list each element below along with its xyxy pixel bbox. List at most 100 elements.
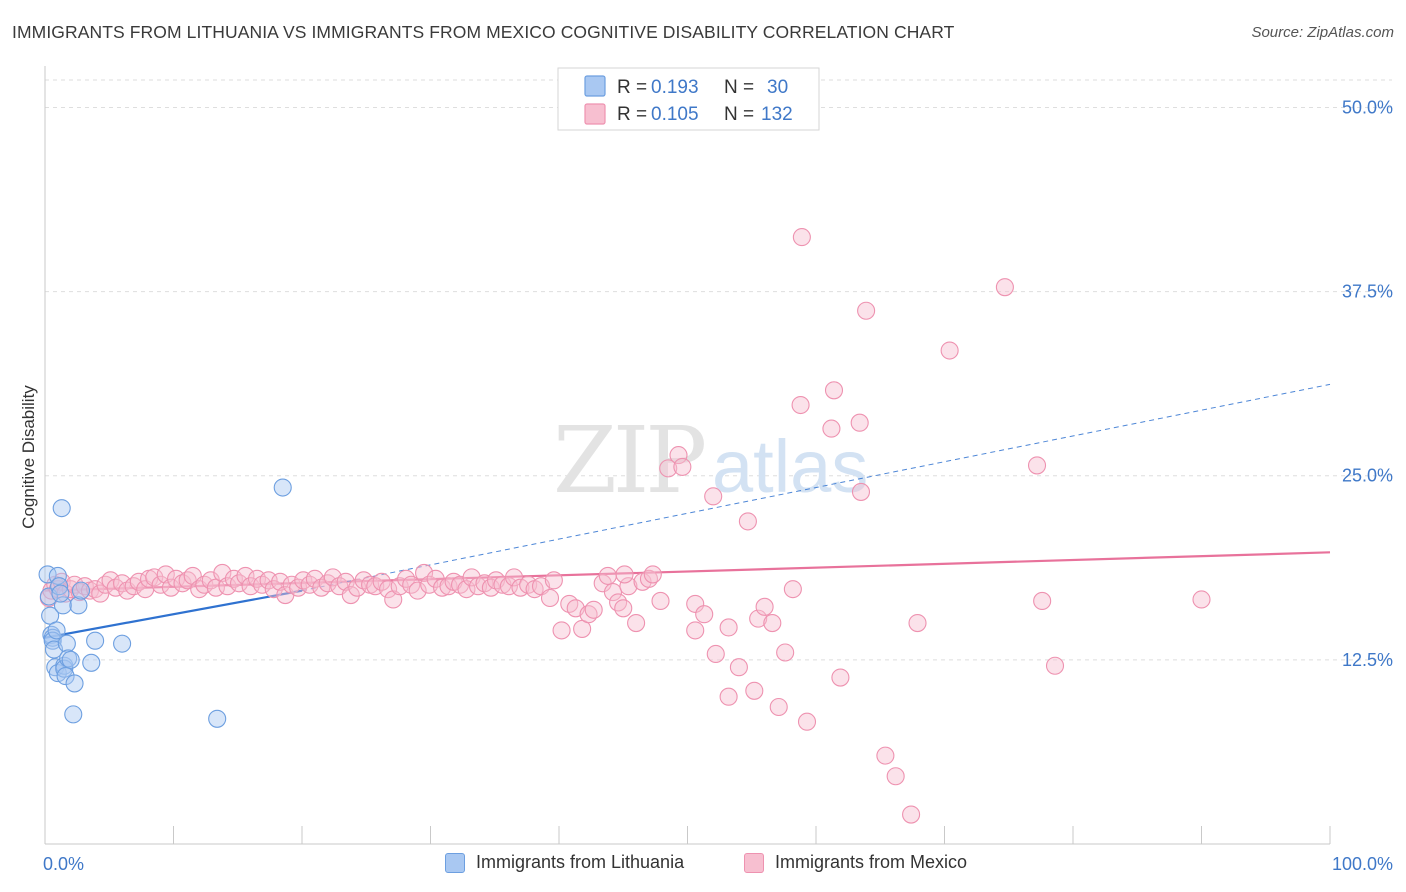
legend-swatch-lithuania — [445, 852, 465, 873]
point-mexico — [408, 581, 427, 600]
point-mexico — [609, 593, 628, 612]
stats-n-label-mexico: N = — [724, 104, 754, 125]
x-tick-label: 0.0% — [43, 854, 84, 874]
point-mexico — [876, 746, 895, 765]
point-mexico — [995, 278, 1014, 297]
stats-r-label-mexico: R = — [617, 104, 647, 125]
point-lithuania — [56, 667, 75, 686]
point-mexico — [598, 566, 617, 585]
watermark-atlas: atlas — [712, 425, 868, 508]
point-mexico — [659, 459, 678, 478]
trend-line-lithuania — [44, 589, 303, 639]
point-lithuania — [69, 596, 88, 615]
y-tick-label: 25.0% — [1342, 466, 1393, 486]
point-mexico — [603, 583, 623, 602]
point-mexico — [379, 580, 398, 599]
point-lithuania — [51, 584, 70, 603]
point-mexico — [619, 577, 638, 596]
chart-title: IMMIGRANTS FROM LITHUANIA VS IMMIGRANTS … — [12, 22, 955, 42]
point-lithuania — [55, 659, 74, 678]
point-mexico — [552, 621, 571, 640]
stats-n-label-lithuania: N = — [724, 77, 754, 98]
legend-label-mexico: Immigrants from Mexico — [775, 852, 968, 872]
point-mexico — [669, 446, 688, 465]
y-tick-label: 50.0% — [1342, 97, 1393, 117]
point-mexico — [341, 585, 360, 605]
point-mexico — [1027, 456, 1047, 475]
point-mexico — [791, 395, 810, 415]
point-mexico — [792, 228, 811, 247]
point-mexico — [822, 419, 841, 438]
point-lithuania — [71, 581, 91, 600]
point-mexico — [372, 572, 391, 591]
point-lithuania — [61, 650, 80, 669]
point-mexico — [614, 599, 633, 618]
point-mexico — [686, 621, 705, 640]
point-mexico — [156, 565, 175, 584]
point-lithuania — [47, 621, 66, 640]
stats-legend: R = 0.193 N = 30 R = 0.105 N = 132 — [557, 67, 820, 131]
point-lithuania — [65, 674, 84, 693]
point-mexico — [236, 566, 255, 585]
point-mexico — [755, 597, 774, 616]
point-mexico — [769, 697, 788, 717]
point-mexico — [651, 591, 670, 610]
point-mexico — [719, 618, 738, 637]
point-mexico — [749, 609, 768, 628]
point-mexico — [390, 577, 409, 596]
point-mexico — [336, 572, 355, 591]
stats-r-value-lithuania: 0.193 — [651, 77, 699, 98]
point-mexico — [695, 605, 714, 624]
point-mexico — [704, 487, 723, 506]
point-mexico — [300, 575, 319, 594]
point-mexico — [857, 301, 876, 320]
point-mexico — [145, 568, 164, 587]
legend-swatch-mexico — [744, 852, 764, 873]
point-mexico — [763, 613, 782, 633]
point-mexico — [544, 571, 563, 590]
point-mexico — [415, 563, 434, 583]
point-mexico — [247, 569, 267, 588]
stats-swatch-mexico — [584, 103, 606, 125]
point-mexico — [776, 643, 795, 662]
legend-item-lithuania[interactable]: Immigrants from Lithuania — [445, 852, 684, 873]
axes — [44, 66, 1331, 845]
point-mexico — [643, 565, 662, 584]
point-mexico — [886, 767, 905, 786]
point-lithuania — [53, 596, 73, 615]
point-mexico — [540, 588, 560, 608]
point-mexico — [241, 577, 260, 596]
x-tick-label: 100.0% — [1332, 854, 1393, 874]
point-lithuania — [64, 705, 83, 724]
watermark-zip: ZIP — [553, 407, 704, 514]
point-mexico — [738, 512, 757, 531]
point-lithuania — [50, 577, 69, 596]
y-axis-label: Cognitive Disability — [19, 385, 38, 529]
point-mexico — [686, 594, 705, 613]
point-mexico — [729, 658, 748, 677]
watermark: ZIP atlas — [553, 407, 868, 514]
point-mexico — [1045, 656, 1065, 675]
point-lithuania — [208, 709, 227, 728]
point-mexico — [259, 571, 278, 590]
point-mexico — [850, 413, 869, 432]
y-tick-label: 12.5% — [1342, 650, 1393, 670]
point-mexico — [615, 565, 634, 584]
legend-label-lithuania: Immigrants from Lithuania — [476, 852, 685, 872]
data-points — [38, 228, 1211, 824]
legend-item-mexico[interactable]: Immigrants from Mexico — [744, 852, 967, 873]
point-lithuania — [113, 634, 132, 653]
point-lithuania — [86, 631, 105, 650]
point-lithuania — [82, 653, 101, 672]
point-mexico — [271, 572, 290, 591]
stats-swatch-lithuania — [584, 75, 606, 97]
point-mexico — [173, 574, 192, 593]
point-mexico — [318, 574, 337, 593]
point-mexico — [457, 580, 476, 599]
point-mexico — [1192, 590, 1211, 609]
point-mexico — [161, 578, 180, 597]
stats-n-value-mexico: 132 — [761, 104, 793, 125]
point-mexico — [499, 577, 518, 596]
y-tick-label: 37.5% — [1342, 282, 1393, 302]
